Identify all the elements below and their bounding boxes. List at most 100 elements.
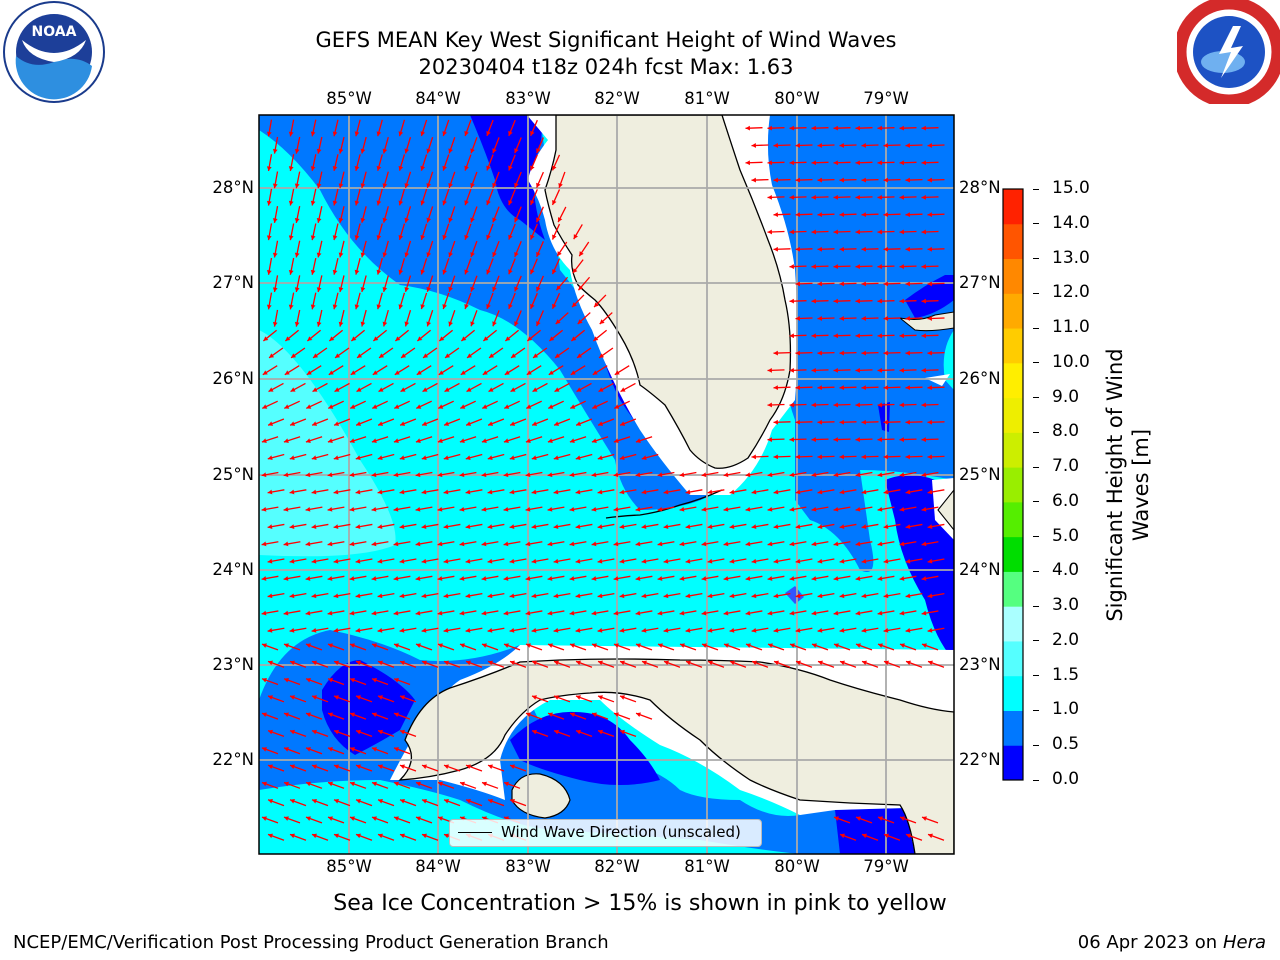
wind-arrow (377, 558, 395, 564)
wind-arrow (510, 382, 526, 393)
wind-arrow (685, 592, 703, 599)
wind-arrow (883, 454, 901, 460)
wind-arrow (360, 240, 367, 258)
wind-arrow (267, 592, 285, 599)
wind-arrow (745, 643, 763, 651)
wind-arrow (619, 627, 637, 633)
wind-arrow (641, 660, 659, 668)
wind-arrow (426, 137, 434, 154)
wind-arrow (426, 206, 434, 223)
wind-arrow (811, 610, 829, 616)
wind-arrow (266, 223, 273, 241)
wind-arrow (547, 712, 565, 720)
wind-arrow (508, 119, 516, 137)
wind-arrow (272, 171, 279, 189)
wind-arrow (382, 240, 389, 258)
wind-arrow (773, 246, 791, 252)
wind-arrow (311, 764, 329, 772)
wind-arrow (355, 764, 373, 772)
wind-arrow (811, 643, 829, 651)
colorbar-tick-label: 3.0 (1052, 595, 1080, 616)
wind-arrow (899, 125, 917, 131)
wind-arrow (372, 400, 388, 409)
wind-arrow (635, 436, 653, 443)
colorbar-tick (1033, 536, 1039, 538)
wind-arrow (327, 471, 345, 478)
wind-arrow (305, 610, 323, 616)
wind-arrow (531, 627, 549, 633)
wind-arrow (839, 385, 857, 391)
lat-tick-left: 28°N (212, 178, 254, 197)
wind-arrow (338, 136, 345, 154)
wind-arrow (839, 212, 857, 218)
wind-arrow (855, 333, 873, 339)
colorbar-tick-label: 15.0 (1052, 178, 1090, 198)
wind-arrow (464, 258, 472, 275)
wind-arrow (393, 781, 411, 789)
wind-arrow (811, 194, 829, 200)
colorbar-tick (1033, 431, 1039, 433)
wind-arrow (745, 541, 763, 547)
wind-arrow (905, 212, 923, 218)
wind-wave-arrows (261, 119, 945, 841)
wind-arrow (305, 816, 323, 824)
wind-arrow (437, 471, 455, 478)
wind-arrow (619, 592, 637, 599)
wind-arrow (598, 347, 614, 359)
wind-arrow (464, 154, 472, 171)
wind-arrow (767, 367, 785, 373)
wind-arrow (745, 506, 763, 512)
wind-arrow (905, 660, 923, 668)
wind-arrow (459, 471, 477, 478)
wind-arrow (283, 471, 301, 478)
wind-arrow (289, 489, 307, 495)
wind-arrow (536, 275, 544, 292)
wind-arrow (905, 592, 923, 599)
wind-arrow (877, 229, 895, 235)
wind-arrow (311, 489, 329, 495)
wind-arrow (288, 223, 295, 241)
wind-arrow (415, 506, 433, 512)
wind-arrow (861, 143, 879, 148)
wind-arrow (811, 298, 829, 304)
wind-arrow (921, 643, 939, 651)
wind-arrow (333, 660, 351, 668)
wind-arrow (927, 281, 945, 287)
wind-arrow (547, 643, 565, 651)
wind-arrow (905, 143, 923, 148)
wave-band-0m-cuba-s (510, 711, 660, 785)
wind-arrow (619, 695, 637, 703)
wind-arrow (420, 258, 428, 275)
wind-arrow (839, 281, 857, 287)
noaa-logo-text: NOAA (32, 24, 77, 40)
wind-arrow (614, 400, 630, 409)
wind-arrow (877, 125, 895, 131)
wind-arrow (597, 523, 615, 529)
wind-arrow (356, 382, 372, 393)
wind-arrow (789, 541, 807, 547)
wind-arrow (927, 177, 945, 183)
wind-arrow (817, 316, 835, 321)
wind-arrow (839, 454, 857, 460)
wind-arrow (531, 489, 549, 495)
wind-arrow (420, 119, 428, 137)
wind-arrow (354, 292, 361, 310)
wind-arrow (310, 292, 317, 310)
wind-arrow (558, 171, 566, 189)
wind-arrow (481, 506, 499, 512)
wind-arrow (525, 541, 543, 547)
wind-arrow (555, 276, 569, 291)
wind-arrow (526, 400, 542, 409)
wind-arrow (448, 310, 456, 327)
wind-arrow (311, 660, 329, 668)
wind-arrow (465, 558, 483, 564)
wind-arrow (701, 643, 719, 651)
wind-arrow (398, 154, 406, 171)
wind-arrow (355, 695, 373, 703)
wind-arrow (355, 660, 373, 668)
wind-arrow (327, 575, 345, 581)
wind-arrow (855, 643, 873, 651)
wind-arrow (531, 695, 549, 703)
wind-arrow (420, 188, 428, 206)
wind-arrow (377, 660, 395, 668)
